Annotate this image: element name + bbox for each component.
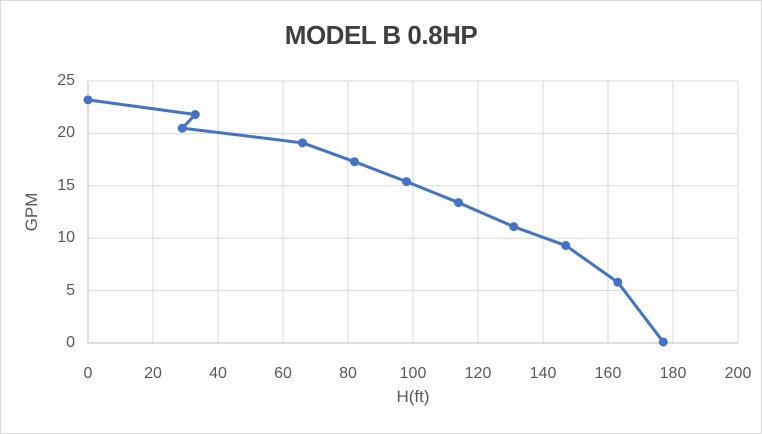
data-point-marker [298,138,307,148]
data-point-marker [561,241,571,251]
y-tick-label: 5 [66,281,75,299]
y-tick-label: 0 [66,334,75,351]
data-point-marker [177,123,187,133]
data-point-marker [190,110,200,120]
data-point-marker [658,337,668,347]
y-tick-label: 25 [57,72,75,89]
y-tick-label: 10 [57,229,75,247]
x-tick-label: 160 [594,365,622,382]
x-tick-label: 120 [464,365,492,382]
data-point-marker [402,177,411,187]
x-tick-label: 0 [83,365,93,382]
data-point-marker [83,95,93,105]
data-point-marker [509,222,519,232]
x-axis-title: H(ft) [396,387,430,406]
data-point-marker [613,277,623,287]
x-tick-label: 100 [399,365,427,382]
x-tick-label: 40 [209,365,227,382]
x-tick-label: 80 [339,365,357,382]
chart-title: MODEL B 0.8HP [284,20,478,50]
x-tick-label: 140 [529,365,557,382]
x-tick-label: 180 [659,365,687,382]
data-point-marker [454,198,463,208]
y-axis-title: GPM [22,192,41,232]
x-tick-label: 200 [724,365,752,382]
y-tick-label: 20 [57,124,75,142]
y-tick-label: 15 [57,176,75,194]
data-point-marker [350,157,359,167]
x-tick-label: 20 [144,365,162,382]
x-tick-label: 60 [274,365,292,382]
data-line [86,98,665,344]
